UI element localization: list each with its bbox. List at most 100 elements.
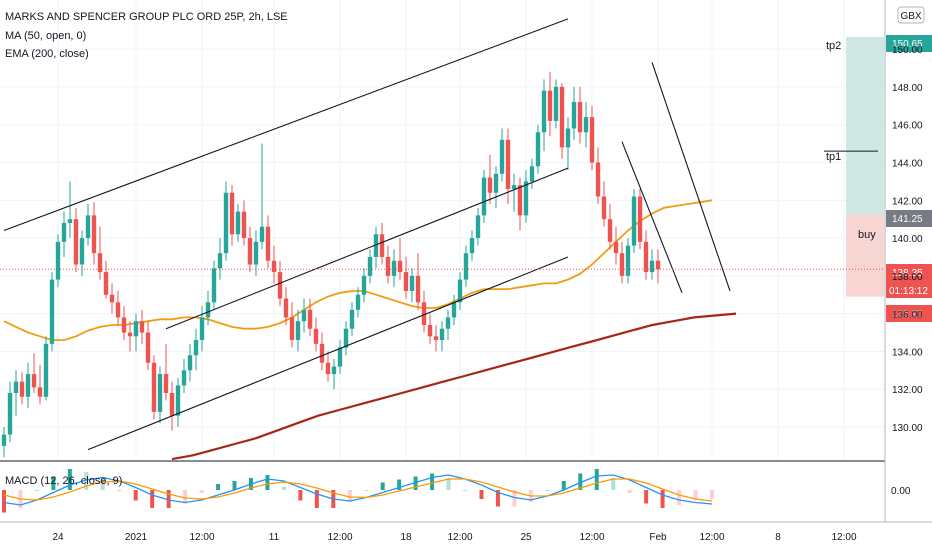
candle-body xyxy=(565,128,571,148)
macd-histogram-bar xyxy=(183,490,188,504)
channel-mid xyxy=(165,167,569,330)
candle xyxy=(43,336,49,401)
candle-body xyxy=(361,275,367,295)
ema200-path xyxy=(171,312,737,461)
flag-lower xyxy=(621,141,683,294)
candle-body xyxy=(583,117,589,133)
candle-body xyxy=(649,260,655,273)
candle xyxy=(487,154,493,205)
candle xyxy=(373,226,379,269)
candle xyxy=(655,249,661,284)
currency-button[interactable] xyxy=(897,6,925,24)
candle xyxy=(307,298,313,337)
macd-histogram-bar xyxy=(314,490,319,508)
candle-body xyxy=(451,302,457,318)
candle xyxy=(457,272,463,310)
macd-histogram-bar xyxy=(512,490,517,507)
candle-body xyxy=(475,215,481,239)
candle-body xyxy=(313,328,319,344)
candle-body xyxy=(613,241,619,254)
candle-body xyxy=(625,245,631,276)
candle-body xyxy=(463,253,469,280)
candle-body xyxy=(391,260,397,276)
candle-body xyxy=(223,192,229,254)
candle xyxy=(235,204,241,242)
candle xyxy=(55,234,61,288)
candle-body xyxy=(229,192,235,235)
candle-body xyxy=(523,181,529,216)
candle-body xyxy=(103,272,109,295)
candle xyxy=(331,358,337,390)
candle xyxy=(607,204,613,250)
candle xyxy=(625,238,631,284)
candle xyxy=(241,200,247,246)
candle xyxy=(37,364,43,405)
macd-histogram-bar xyxy=(133,490,138,501)
time-tick-label: 12:00 xyxy=(189,532,214,543)
candle-body xyxy=(121,317,127,333)
candle-body xyxy=(211,268,217,303)
candle xyxy=(445,309,451,341)
candle-body xyxy=(433,336,439,341)
macd-histogram-bar xyxy=(397,479,402,490)
candle-body xyxy=(7,392,13,435)
candle-body xyxy=(379,234,385,257)
candle-body xyxy=(25,374,31,397)
price-tick-label: 144.00 xyxy=(892,158,923,169)
candle-body xyxy=(601,196,607,220)
macd-histogram-bar xyxy=(430,473,435,490)
candle-body xyxy=(577,102,583,133)
price-axis[interactable]: 130.00 132.00 134.00 136.00 138.00 140.00 142.… xyxy=(892,45,923,434)
price-tick-label: 140.00 xyxy=(892,234,923,245)
macd-histogram-bar xyxy=(265,475,270,490)
candle-body xyxy=(295,321,301,341)
candle xyxy=(121,306,127,341)
candle-body xyxy=(469,238,475,254)
candle xyxy=(7,381,13,443)
candle-body xyxy=(409,275,415,291)
candle xyxy=(1,426,7,458)
macd-legend: MACD (12, 26, close, 9) xyxy=(5,475,122,487)
price-tick-label: 142.00 xyxy=(892,196,923,207)
candle xyxy=(535,124,541,174)
macd-histogram-bar xyxy=(100,476,105,490)
level-lines xyxy=(0,150,885,270)
candle-body xyxy=(91,215,97,254)
candle xyxy=(571,86,577,140)
candle-body xyxy=(139,321,145,333)
trend-lines[interactable] xyxy=(3,18,731,451)
candle-body xyxy=(79,238,85,265)
candle xyxy=(631,188,637,254)
time-axis[interactable]: 24 2021 12:00 11 12:00 18 12:00 25 12:00 Feb 12:00… xyxy=(52,532,857,543)
time-tick-label: 12:00 xyxy=(327,532,352,543)
candle xyxy=(253,230,259,276)
candle xyxy=(583,102,589,148)
macd-histogram-bar xyxy=(67,469,72,490)
candle xyxy=(619,241,625,284)
macd-histogram-bar xyxy=(117,490,122,491)
candle-body xyxy=(355,294,361,310)
macd-histogram-bar xyxy=(216,484,221,490)
candle-body xyxy=(331,366,337,375)
candle xyxy=(289,302,295,348)
candle-body xyxy=(415,275,421,303)
candle-body xyxy=(217,253,223,269)
ema200-line xyxy=(171,312,737,461)
loss-zone xyxy=(846,214,884,297)
candle-body xyxy=(517,185,523,216)
price-tick-label: 132.00 xyxy=(892,385,923,396)
candle xyxy=(91,202,97,265)
candle xyxy=(517,177,523,231)
candle xyxy=(73,207,79,273)
candle xyxy=(469,230,475,261)
macd-histogram-bar xyxy=(281,487,286,490)
macd-histogram-bar xyxy=(495,490,500,507)
candle-body xyxy=(61,222,67,242)
candle xyxy=(271,245,277,284)
candle xyxy=(13,370,19,416)
macd-histogram-bar xyxy=(51,476,56,490)
candle xyxy=(391,249,397,288)
candle xyxy=(463,245,469,288)
macd-histogram-bar xyxy=(463,490,468,491)
